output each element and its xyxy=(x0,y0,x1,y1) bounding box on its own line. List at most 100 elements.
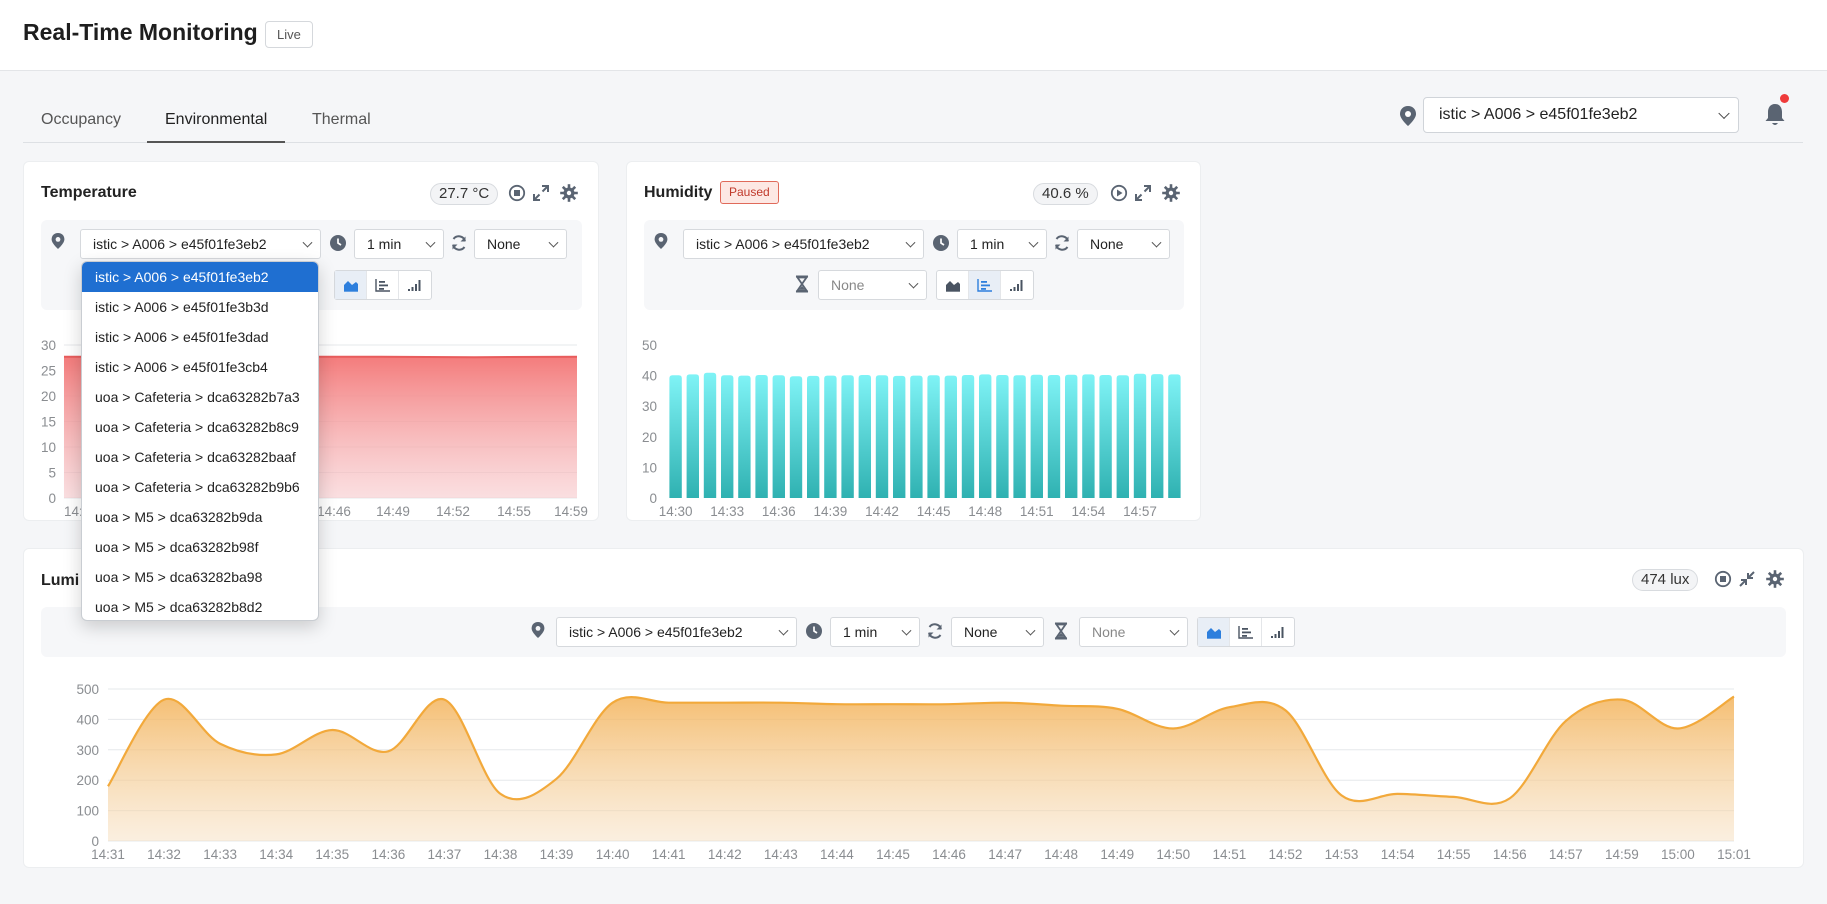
tab-thermal[interactable]: Thermal xyxy=(312,111,371,128)
area-chart-button[interactable] xyxy=(1198,618,1230,646)
collapse-icon[interactable] xyxy=(1738,570,1756,588)
signal-chart-button[interactable] xyxy=(1262,618,1294,646)
play-icon[interactable] xyxy=(1110,184,1128,202)
aggregation-select[interactable]: None xyxy=(1079,617,1188,647)
location-dropdown-menu: istic > A006 > e45f01fe3eb2 istic > A006 … xyxy=(81,261,319,621)
dropdown-option[interactable]: istic > A006 > e45f01fe3cb4 xyxy=(95,359,268,375)
humidity-value: 40.6 % xyxy=(1033,183,1098,205)
dropdown-option[interactable]: uoa > M5 > dca63282b98f xyxy=(95,539,259,555)
chevron-down-icon xyxy=(425,237,436,248)
gear-icon[interactable] xyxy=(1162,184,1180,202)
top-bar: Real-Time Monitoring Live xyxy=(0,0,1827,71)
hourglass-icon xyxy=(1054,622,1068,640)
bar-chart-button[interactable] xyxy=(367,271,399,299)
y-tick-label: 15 xyxy=(41,415,56,430)
gear-icon[interactable] xyxy=(560,184,578,202)
x-tick-label: 14:46 xyxy=(932,847,966,862)
bar-chart-button[interactable] xyxy=(969,271,1001,299)
x-tick-label: 14:38 xyxy=(484,847,518,862)
refresh-value: None xyxy=(964,624,998,640)
chevron-down-icon xyxy=(302,237,313,248)
dropdown-option[interactable]: uoa > Cafeteria > dca63282b8c9 xyxy=(95,419,299,435)
x-tick-label: 14:53 xyxy=(1325,847,1359,862)
x-tick-label: 14:39 xyxy=(814,504,848,518)
signal-bars-icon xyxy=(1010,280,1023,291)
interval-select[interactable]: 1 min xyxy=(354,229,444,259)
x-tick-label: 15:01 xyxy=(1717,847,1751,862)
dropdown-option[interactable]: uoa > M5 > dca63282b8d2 xyxy=(95,599,263,615)
stop-icon[interactable] xyxy=(1714,570,1732,588)
expand-icon[interactable] xyxy=(532,184,550,202)
y-tick-label: 20 xyxy=(642,430,657,445)
x-tick-label: 14:59 xyxy=(554,504,588,518)
bar-chart-button[interactable] xyxy=(1230,618,1262,646)
x-tick-label: 14:48 xyxy=(1044,847,1078,862)
clock-icon xyxy=(806,623,822,639)
x-tick-label: 14:45 xyxy=(917,504,951,518)
location-select[interactable]: istic > A006 > e45f01fe3eb2 xyxy=(80,229,321,259)
y-tick-label: 500 xyxy=(76,682,99,697)
signal-chart-button[interactable] xyxy=(1001,271,1033,299)
location-select[interactable]: istic > A006 > e45f01fe3eb2 xyxy=(683,229,924,259)
dropdown-option[interactable]: istic > A006 > e45f01fe3b3d xyxy=(95,299,269,315)
luminosity-card: Lumi 474 lux istic > A006 > e45f01fe3eb2… xyxy=(23,548,1804,868)
x-tick-label: 14:50 xyxy=(1156,847,1190,862)
aggregation-select[interactable]: None xyxy=(818,270,927,300)
area-chart-button[interactable] xyxy=(937,271,969,299)
x-tick-label: 14:43 xyxy=(764,847,798,862)
signal-bars-icon xyxy=(408,280,421,291)
location-select[interactable]: istic > A006 > e45f01fe3eb2 xyxy=(556,617,797,647)
x-tick-label: 14:49 xyxy=(1100,847,1134,862)
global-location-select[interactable]: istic > A006 > e45f01fe3eb2 xyxy=(1423,97,1739,133)
interval-select[interactable]: 1 min xyxy=(957,229,1047,259)
paused-badge: Paused xyxy=(720,181,779,204)
y-tick-label: 25 xyxy=(41,364,56,379)
dropdown-option[interactable]: istic > A006 > e45f01fe3dad xyxy=(95,329,269,345)
dropdown-option[interactable]: uoa > M5 > dca63282ba98 xyxy=(95,569,263,585)
x-tick-label: 14:48 xyxy=(968,504,1002,518)
bell-icon[interactable] xyxy=(1763,102,1787,128)
humidity-bar xyxy=(979,374,992,498)
humidity-bar xyxy=(738,375,751,498)
y-tick-label: 40 xyxy=(642,369,657,384)
x-tick-label: 14:44 xyxy=(820,847,854,862)
humidity-bar xyxy=(772,375,785,498)
refresh-select[interactable]: None xyxy=(951,617,1044,647)
chevron-down-icon xyxy=(778,625,789,636)
notification-dot xyxy=(1780,94,1789,103)
luminosity-controls: istic > A006 > e45f01fe3eb2 1 min None N… xyxy=(41,607,1786,657)
area-chart-button[interactable] xyxy=(335,271,367,299)
dropdown-option[interactable]: uoa > Cafeteria > dca63282b7a3 xyxy=(95,389,300,405)
dropdown-option[interactable]: uoa > Cafeteria > dca63282baaf xyxy=(95,449,296,465)
tab-occupancy[interactable]: Occupancy xyxy=(41,111,122,128)
tab-environmental[interactable]: Environmental xyxy=(147,100,286,143)
refresh-select[interactable]: None xyxy=(1077,229,1170,259)
x-tick-label: 14:40 xyxy=(596,847,630,862)
y-tick-label: 0 xyxy=(649,491,657,506)
x-tick-label: 14:33 xyxy=(710,504,744,518)
humidity-bar xyxy=(669,375,682,498)
refresh-select[interactable]: None xyxy=(474,229,567,259)
y-tick-label: 0 xyxy=(48,491,56,506)
x-tick-label: 14:31 xyxy=(91,847,125,862)
humidity-title: Humidity xyxy=(644,184,713,201)
dropdown-option[interactable]: istic > A006 > e45f01fe3eb2 xyxy=(82,262,318,292)
gear-icon[interactable] xyxy=(1766,570,1784,588)
chart-type-group xyxy=(936,270,1034,300)
humidity-bar xyxy=(893,375,906,498)
x-tick-label: 14:47 xyxy=(988,847,1022,862)
tab-bar: Occupancy Environmental Thermal xyxy=(23,100,1803,143)
dropdown-option[interactable]: uoa > Cafeteria > dca63282b9b6 xyxy=(95,479,300,495)
humidity-bar xyxy=(1030,374,1043,498)
chevron-down-icon xyxy=(901,625,912,636)
stop-icon[interactable] xyxy=(508,184,526,202)
humidity-bar xyxy=(1065,374,1078,498)
luminosity-title: Lumi xyxy=(41,572,80,589)
refresh-value: None xyxy=(487,236,521,252)
dropdown-option[interactable]: uoa > M5 > dca63282b9da xyxy=(95,509,263,525)
refresh-icon xyxy=(1055,235,1069,251)
expand-icon[interactable] xyxy=(1134,184,1152,202)
interval-select[interactable]: 1 min xyxy=(830,617,920,647)
signal-chart-button[interactable] xyxy=(399,271,431,299)
humidity-bar xyxy=(858,375,871,498)
